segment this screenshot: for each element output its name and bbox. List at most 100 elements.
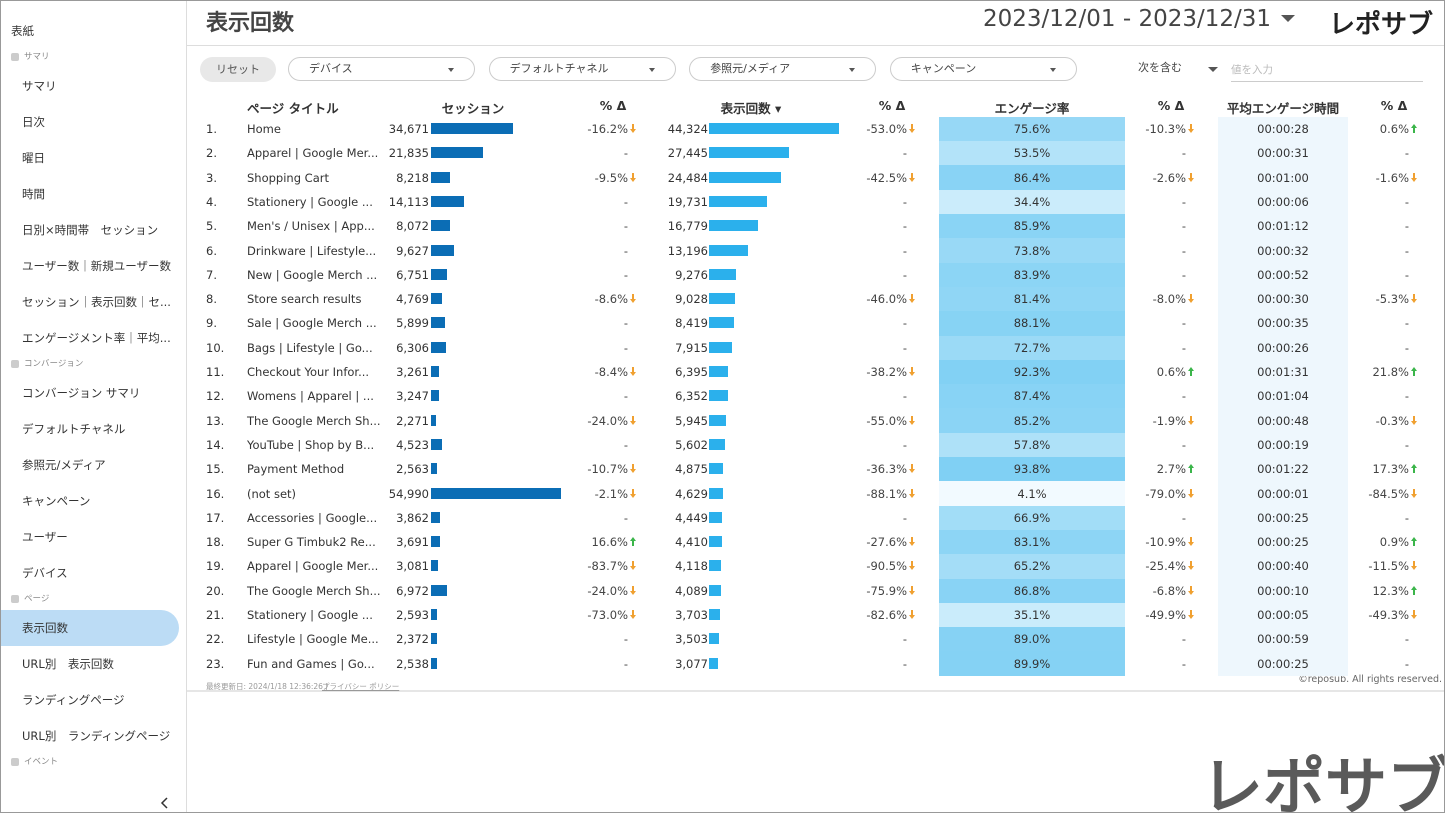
page-title-cell[interactable]: Fun and Games | Go... — [247, 656, 375, 671]
nav-item[interactable]: ユーザー — [22, 530, 68, 544]
page-title-cell[interactable]: Drinkware | Lifestyle... — [247, 243, 377, 258]
page-title-cell[interactable]: Men's / Unisex | App... — [247, 219, 375, 234]
down-arrow — [909, 488, 915, 498]
filter-dropdown[interactable]: 参照元/メディア — [689, 57, 877, 81]
nav-item[interactable]: 時間 — [22, 187, 45, 201]
sessions-bar — [431, 147, 483, 159]
page-title-cell[interactable]: (not set) — [247, 486, 297, 501]
views: 5,945 — [675, 413, 708, 428]
page-title-cell[interactable]: Home — [247, 122, 281, 136]
page-title-cell[interactable]: Sale | Google Merch ... — [247, 316, 377, 331]
views-bar — [709, 438, 726, 450]
views-bar — [709, 536, 722, 548]
page-title-cell[interactable]: New | Google Merch ... — [247, 267, 378, 282]
nav-item[interactable]: URL別 表示回数 — [22, 657, 114, 671]
page-title-cell[interactable]: Apparel | Google Mer... — [247, 146, 379, 161]
time-cell-bg — [1218, 214, 1348, 239]
engagement-cell — [939, 311, 1125, 337]
time-cell-bg — [1218, 529, 1348, 555]
value-input[interactable]: 値を入力 — [1231, 61, 1423, 82]
column-header[interactable]: エンゲージ率 — [994, 101, 1070, 116]
avg-engagement-time: 00:01:00 — [1257, 170, 1309, 185]
column-header[interactable]: 表示回数 ▾ — [720, 101, 782, 116]
page-title-cell[interactable]: Stationery | Google ... — [247, 608, 373, 622]
column-header[interactable]: ページ タイトル — [247, 101, 339, 116]
page-title-cell[interactable]: Apparel | Google Mer... — [247, 559, 379, 574]
delta: - — [902, 146, 907, 161]
time-cell-bg — [1218, 262, 1348, 288]
date-dropdown-icon[interactable] — [1281, 15, 1295, 23]
column-header[interactable]: セッション — [441, 101, 505, 116]
page-title-cell[interactable]: Womens | Apparel | ... — [247, 389, 374, 404]
nav-item[interactable]: URL別 ランディングページ — [22, 729, 171, 743]
column-header[interactable]: % Δ — [1380, 98, 1408, 113]
nav-item[interactable]: デバイス — [22, 566, 68, 580]
nav-item[interactable]: 日次 — [22, 115, 45, 129]
avg-engagement-time: 00:00:48 — [1257, 413, 1309, 428]
views-bar — [709, 633, 720, 645]
nav-item[interactable]: ユーザー数｜新規ユーザー数 — [22, 259, 172, 273]
page-title-cell[interactable]: Super G Timbuk2 Re... — [247, 535, 376, 550]
views: 4,629 — [675, 486, 708, 501]
sessions: 6,751 — [396, 267, 429, 282]
delta: - — [1404, 194, 1409, 209]
sessions-bar — [431, 341, 446, 353]
delta: - — [1404, 243, 1409, 258]
nav-item[interactable]: ランディングページ — [22, 693, 125, 707]
nav-item[interactable]: 曜日 — [22, 151, 45, 165]
page-title-cell[interactable]: Payment Method — [247, 462, 345, 477]
match-select[interactable]: 次を含む — [1132, 57, 1222, 81]
page-title-cell[interactable]: Shopping Cart — [247, 170, 329, 185]
page-title-cell[interactable]: The Google Merch Sh... — [247, 583, 381, 598]
date-range[interactable]: 2023/12/01 - 2023/12/31 — [983, 6, 1272, 32]
engagement-rate: 83.9% — [1013, 267, 1051, 282]
delta: -10.7% — [587, 462, 628, 477]
filter-dropdown[interactable]: キャンペーン — [889, 57, 1077, 81]
views: 3,503 — [675, 632, 708, 647]
nav-item[interactable]: キャンペーン — [22, 494, 91, 508]
rank: 14. — [206, 437, 225, 452]
avg-engagement-time: 00:00:10 — [1257, 583, 1309, 598]
collapse-icon[interactable] — [159, 797, 171, 809]
delta: -8.0% — [1152, 292, 1186, 307]
down-arrow — [1411, 488, 1417, 498]
page-title-cell[interactable]: The Google Merch Sh... — [247, 413, 381, 428]
page-title-cell[interactable]: Checkout Your Infor... — [247, 365, 370, 379]
column-header[interactable]: 平均エンゲージ時間 — [1226, 101, 1340, 116]
engagement-cell — [939, 286, 1125, 312]
nav-item[interactable]: 表紙 — [11, 24, 34, 38]
filter-dropdown[interactable]: デバイス — [288, 57, 475, 81]
page-title-cell[interactable]: YouTube | Shop by B... — [247, 437, 375, 452]
column-header[interactable]: % Δ — [599, 98, 627, 113]
engagement-cell — [939, 116, 1125, 142]
avg-engagement-time: 00:01:22 — [1257, 462, 1309, 477]
down-arrow — [630, 561, 636, 571]
privacy-link[interactable]: プライバシー ポリシー — [322, 682, 400, 691]
delta: - — [902, 243, 907, 258]
nav-item[interactable]: セッション｜表示回数｜セ... — [22, 295, 171, 309]
page-title-cell[interactable]: Store search results — [247, 292, 362, 307]
page-title-cell[interactable]: Accessories | Google... — [247, 510, 378, 525]
nav-item[interactable]: デフォルトチャネル — [22, 422, 126, 436]
nav-item[interactable]: 参照元/メディア — [22, 458, 106, 472]
column-header[interactable]: % Δ — [1157, 98, 1185, 113]
column-header[interactable]: % Δ — [878, 98, 906, 113]
nav-item[interactable]: 日別×時間帯 セッション — [22, 223, 159, 237]
delta: - — [1404, 389, 1409, 404]
filter-dropdown[interactable]: デフォルトチャネル — [488, 57, 676, 81]
page-title-cell[interactable]: Stationery | Google ... — [247, 194, 373, 209]
reset-button[interactable]: リセット — [200, 57, 276, 82]
engagement-rate: 34.4% — [1013, 194, 1051, 209]
avg-engagement-time: 00:00:30 — [1257, 292, 1309, 307]
sessions-bar — [431, 438, 442, 450]
delta: - — [1181, 340, 1186, 355]
delta: - — [1404, 267, 1409, 282]
nav-item[interactable]: 表示回数 — [22, 621, 68, 635]
nav-item[interactable]: サマリ — [22, 79, 57, 93]
nav-item[interactable]: エンゲージメント率｜平均... — [22, 331, 171, 345]
nav-item[interactable]: コンバージョン サマリ — [22, 386, 141, 400]
down-arrow — [630, 464, 636, 474]
page-title-cell[interactable]: Lifestyle | Google Me... — [247, 632, 379, 647]
page-title-cell[interactable]: Bags | Lifestyle | Go... — [247, 340, 373, 355]
delta: - — [623, 243, 628, 258]
